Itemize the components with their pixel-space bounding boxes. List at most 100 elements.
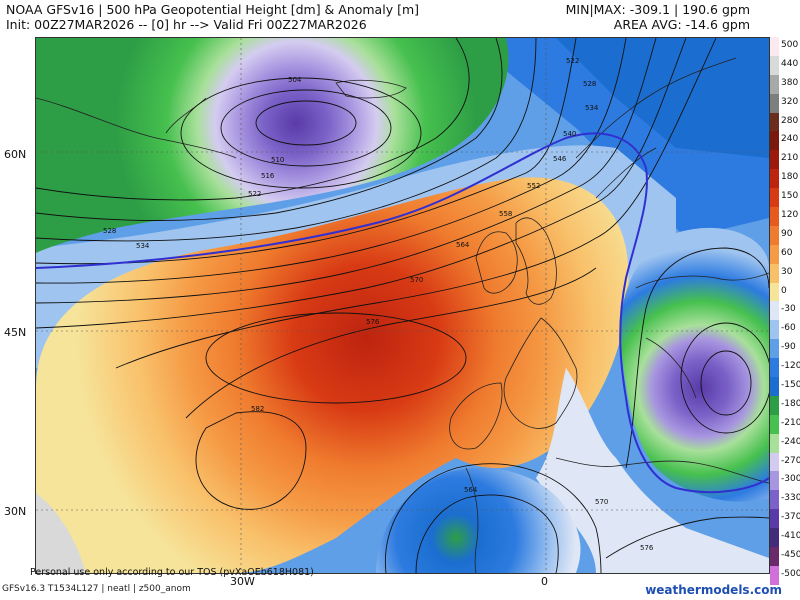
colorbar-label: 280 [781, 115, 799, 126]
contour-label-528: 528 [103, 227, 116, 235]
contour-label-510: 510 [271, 156, 284, 164]
area-avg-text: AREA AVG: -14.6 gpm [613, 17, 750, 32]
colorbar-row: -330 [770, 490, 800, 510]
contour-label-534: 534 [136, 242, 150, 250]
colorbar-swatch [770, 93, 779, 113]
colorbar-row: -240 [770, 433, 800, 453]
site-credit[interactable]: weathermodels.com [645, 583, 782, 597]
header-left: NOAA GFSv16 | 500 hPa Geopotential Heigh… [6, 2, 419, 32]
colorbar-label: -450 [781, 550, 800, 561]
colorbar-row: 240 [770, 131, 800, 151]
colorbar-label: 240 [781, 134, 799, 145]
colorbar-label: 90 [781, 228, 793, 239]
chart-title: NOAA GFSv16 | 500 hPa Geopotential Heigh… [6, 2, 419, 17]
contour-label-570: 570 [410, 276, 423, 284]
colorbar-swatch [770, 37, 779, 56]
coastlines [36, 57, 769, 573]
init-valid-line: Init: 00Z27MAR2026 -- [0] hr --> Valid F… [6, 17, 367, 32]
colorbar-row: -500 [770, 565, 800, 585]
colorbar-label: -270 [781, 455, 800, 466]
colorbar-row: 380 [770, 74, 800, 94]
anomaly-grey-sw [36, 493, 86, 573]
colorbar-row: 0 [770, 282, 800, 302]
contour-label-576-south: 576 [640, 544, 654, 552]
header-right: MIN|MAX: -309.1 | 190.6 gpm AREA AVG: -1… [566, 2, 750, 32]
contour-label-558: 558 [499, 210, 512, 218]
colorbar-swatch [770, 565, 779, 585]
colorbar-swatch [770, 358, 779, 378]
colorbar-label: -90 [781, 342, 796, 353]
colorbar-row: 150 [770, 188, 800, 208]
colorbar-row: 500 [770, 37, 800, 56]
colorbar-swatch [770, 207, 779, 226]
anomaly-high-center [36, 177, 629, 573]
colorbar-row: -30 [770, 301, 800, 321]
colorbar-row: -270 [770, 452, 800, 472]
colorbar-row: 30 [770, 263, 800, 283]
colorbar-label: -240 [781, 436, 800, 447]
colorbar-swatch [770, 225, 779, 245]
colorbar-swatch [770, 414, 779, 434]
colorbar-label: -120 [781, 361, 800, 372]
colorbar-swatch [770, 55, 779, 75]
colorbar-row: -450 [770, 547, 800, 566]
lon-label-30w: 30W [230, 575, 255, 588]
footer-model-info: GFSv16.3 T1534L127 | neatl | z500_anom [2, 584, 191, 595]
contour-label-540: 540 [563, 130, 576, 138]
colorbar-row: -90 [770, 339, 800, 359]
colorbar-label: -410 [781, 531, 800, 542]
colorbar-swatch [770, 433, 779, 453]
contour-label-564: 564 [456, 241, 470, 249]
anomaly-colorbar: 500 440 380 320 280 240 210 180 150 120 90 60 30 0 -30… [770, 37, 800, 585]
height-contours [36, 38, 769, 573]
colorbar-swatch [770, 547, 779, 566]
contour-label-576: 576 [366, 318, 380, 326]
colorbar-swatch [770, 74, 779, 94]
colorbar-swatch [770, 528, 779, 548]
colorbar-row: 120 [770, 207, 800, 226]
contour-label-528-ne: 528 [583, 80, 596, 88]
colorbar-row: -300 [770, 471, 800, 491]
colorbar-swatch [770, 339, 779, 359]
colorbar-label: -30 [781, 304, 796, 315]
contour-label-552: 552 [527, 182, 540, 190]
contour-label-570-south: 570 [595, 498, 608, 506]
contour-label-516: 516 [261, 172, 275, 180]
colorbar-label: -370 [781, 512, 800, 523]
graticule [36, 38, 769, 573]
colorbar-label: -180 [781, 398, 800, 409]
minmax-text: MIN|MAX: -309.1 | 190.6 gpm [565, 2, 750, 17]
colorbar-swatch [770, 282, 779, 302]
colorbar-label: 150 [781, 191, 799, 202]
colorbar-label: 440 [781, 58, 799, 69]
colorbar-row: 210 [770, 150, 800, 170]
colorbar-swatch [770, 320, 779, 340]
lon-label-0: 0 [541, 575, 548, 588]
contour-label-522: 522 [248, 190, 261, 198]
personal-use-notice: Personal use only according to our TOS (… [30, 567, 314, 578]
colorbar-label: 30 [781, 266, 793, 277]
colorbar-swatch [770, 377, 779, 396]
contour-label-534-ne: 534 [585, 104, 599, 112]
anomaly-darkblue-ne [556, 38, 769, 158]
colorbar-label: -150 [781, 380, 800, 391]
colorbar-label: -500 [781, 568, 800, 579]
colorbar-row: 90 [770, 225, 800, 245]
colorbar-swatch [770, 301, 779, 321]
colorbar-label: -300 [781, 474, 800, 485]
colorbar-label: -60 [781, 323, 796, 334]
colorbar-label: 210 [781, 153, 799, 164]
model-line: GFSv16.3 T1534L127 | neatl | z500_anom [2, 584, 191, 594]
lat-label-45n: 45N [4, 326, 27, 339]
colorbar-swatch [770, 188, 779, 208]
colorbar-swatch [770, 169, 779, 189]
colorbar-label: 500 [781, 40, 799, 50]
contour-label-546: 546 [553, 155, 567, 163]
colorbar-swatch [770, 490, 779, 510]
colorbar-swatch [770, 150, 779, 170]
colorbar-row: -150 [770, 377, 800, 396]
colorbar-label: -210 [781, 417, 800, 428]
colorbar-swatch [770, 509, 779, 529]
contour-label-564-south: 564 [464, 486, 478, 494]
colorbar-label: 380 [781, 77, 799, 88]
